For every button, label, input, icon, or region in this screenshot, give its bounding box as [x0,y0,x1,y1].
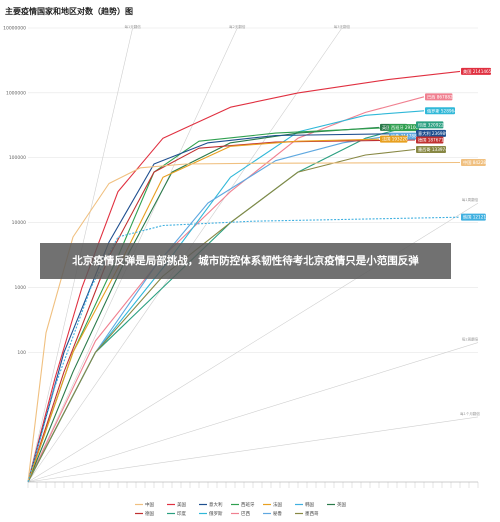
doubling-guide-line [27,416,479,483]
series-line-11 [27,161,461,483]
series-end-label-box [416,136,444,144]
y-tick-label: 100 [17,350,26,356]
legend-label: 巴西 [241,511,250,517]
series-line-0 [27,70,461,483]
series-end-label-box [416,145,446,153]
doubling-guide-line [27,342,479,483]
doubling-guide-label: 每3天翻倍 [334,24,351,29]
legend-label: 德国 [145,510,154,517]
series-line-4 [27,127,389,483]
legend-label: 韩国 [305,501,314,508]
series-end-label: 西班牙 291008 [391,124,421,131]
y-tick-label: 1000 [15,285,27,291]
legend-label: 英国 [337,501,346,508]
series-end-label-box [425,93,453,101]
series-end-label: 法国 193220 [382,136,408,143]
series-end-label-box [380,135,408,143]
y-tick-label: 10000 [12,220,26,226]
series-line-1 [27,96,425,483]
legend-label: 俄罗斯 [209,510,223,517]
y-tick-label: 10000000 [3,26,26,32]
doubling-guide-label: 每2周翻倍 [462,337,479,342]
chart-title: 主要疫情国家和地区对数（趋势）图 [5,7,133,16]
doubling-guide-label: 每2天翻倍 [229,24,246,29]
headline-banner: 北京疫情反弹是局部挑战，城市防控体系韧性待考北京疫情只是小范围反弹 [40,243,451,279]
series-end-label-box [389,124,419,132]
series-end-label-box [416,121,444,129]
legend-label: 印度 [177,510,186,517]
series-end-label-box [416,129,446,137]
doubling-guide-label: 每1个月翻倍 [460,411,480,416]
series-end-label: 中国 84228 [463,159,486,166]
series-line-9 [27,138,380,483]
series-line-12 [27,216,461,483]
series-end-label-box [425,107,455,115]
series-end-label: 印度 320922 [418,121,444,128]
y-tick-label: 1000000 [6,90,26,96]
legend-label: 意大利 [209,501,223,508]
series-end-label: 巴西 867882 [427,94,453,100]
y-tick-label: 100000 [9,155,26,161]
legend-label: 法国 [273,501,282,508]
legend-label: 墨西哥 [305,511,319,517]
legend-label: 西班牙 [241,501,255,508]
series-end-label-box [461,159,486,167]
series-end-label: 美国 2141465 [463,68,492,75]
legend-label: 中国 [145,501,154,508]
doubling-guide-label: 每1天翻倍 [125,24,142,29]
headline-text: 北京疫情反弹是局部挑战，城市防控体系韧性待考北京疫情只是小范围反弹 [72,254,419,267]
legend-label: 美国 [177,501,186,508]
series-end-label-box [461,213,486,221]
series-line-8 [27,139,416,483]
series-line-5 [27,124,416,483]
series-end-label: 韩国 12121 [463,214,486,221]
series-line-6 [27,132,416,483]
series-end-label: 意大利 236989 [418,130,448,137]
legend-label: 秘鲁 [273,510,282,517]
series-end-label: 墨西哥 133974 [418,147,448,153]
series-end-label: 德国 187671 [418,136,444,143]
series-end-label: 俄罗斯 528964 [427,107,457,114]
series-end-label-box [461,67,491,75]
doubling-guide-label: 每1周翻倍 [462,197,479,202]
series-line-3 [27,126,380,483]
